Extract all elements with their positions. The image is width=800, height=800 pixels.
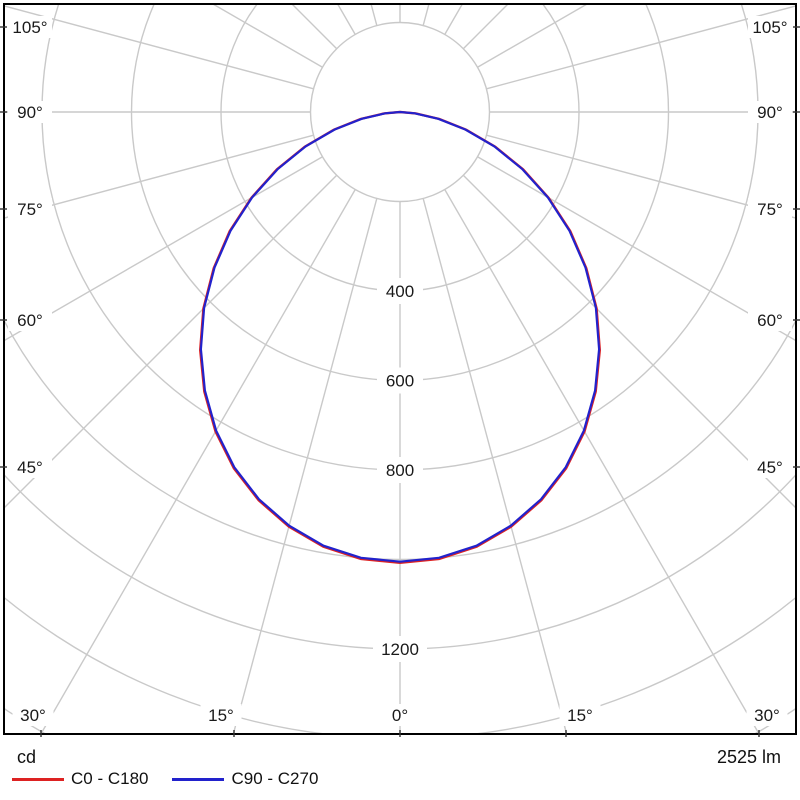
ring-label: 600 xyxy=(386,372,414,391)
label-halo xyxy=(748,456,792,478)
label-halo xyxy=(748,101,792,123)
frame-ticks xyxy=(0,26,800,737)
angle-label-bottom: 15° xyxy=(567,706,593,725)
angle-label-bottom: 15° xyxy=(208,706,234,725)
legend-item-c90-c270: C90 - C270 xyxy=(172,768,318,790)
label-halo xyxy=(385,704,415,726)
angle-label-left: 75° xyxy=(17,200,43,219)
angle-label-left: 45° xyxy=(17,458,43,477)
ring-label: 400 xyxy=(386,282,414,301)
label-halo xyxy=(377,457,423,483)
angle-label-left: 90° xyxy=(17,103,43,122)
label-halo xyxy=(559,704,601,726)
label-halo xyxy=(8,309,52,331)
angle-label-bottom: 0° xyxy=(392,706,408,725)
angle-label-right: 75° xyxy=(757,200,783,219)
label-halo xyxy=(748,309,792,331)
label-halo xyxy=(8,456,52,478)
label-halo xyxy=(373,636,427,662)
angle-label-right: 90° xyxy=(757,103,783,122)
legend-label-c0-c180: C0 - C180 xyxy=(71,769,149,788)
legend-label-c90-c270: C90 - C270 xyxy=(231,769,319,788)
label-halo xyxy=(200,704,242,726)
luminous-flux-label: 2525 lm xyxy=(716,747,781,767)
legend-line-red-icon xyxy=(12,777,64,781)
label-halo xyxy=(377,278,423,304)
label-halo xyxy=(377,367,423,394)
angle-label-right: 105° xyxy=(752,18,787,37)
angle-label-bottom: 30° xyxy=(20,706,46,725)
label-halo xyxy=(8,101,52,123)
angle-label-left: 60° xyxy=(17,311,43,330)
ring-label: 800 xyxy=(386,461,414,480)
label-halo xyxy=(12,704,54,726)
angle-label-right: 45° xyxy=(757,458,783,477)
chart-footer: cd 2525 lm xyxy=(0,745,800,769)
angle-label-bottom: 30° xyxy=(754,706,780,725)
legend-item-c0-c180: C0 - C180 xyxy=(12,768,148,790)
angle-label-left: 105° xyxy=(12,18,47,37)
angle-label-right: 60° xyxy=(757,311,783,330)
label-halo xyxy=(746,704,788,726)
legend-line-blue-icon xyxy=(172,777,225,781)
polar-chart: 400 600 800 1200 105° 90° 75° 60° 45° 105° 90° 75° 6… xyxy=(0,3,800,737)
legend: C0 - C180 C90 - C270 xyxy=(12,768,318,790)
ring-label: 1200 xyxy=(381,640,419,659)
label-halo xyxy=(8,198,52,220)
curve-c90-c270 xyxy=(199,110,601,563)
label-halo xyxy=(8,16,52,38)
unit-label: cd xyxy=(17,747,37,767)
label-halo xyxy=(748,198,792,220)
label-halo xyxy=(748,16,792,38)
